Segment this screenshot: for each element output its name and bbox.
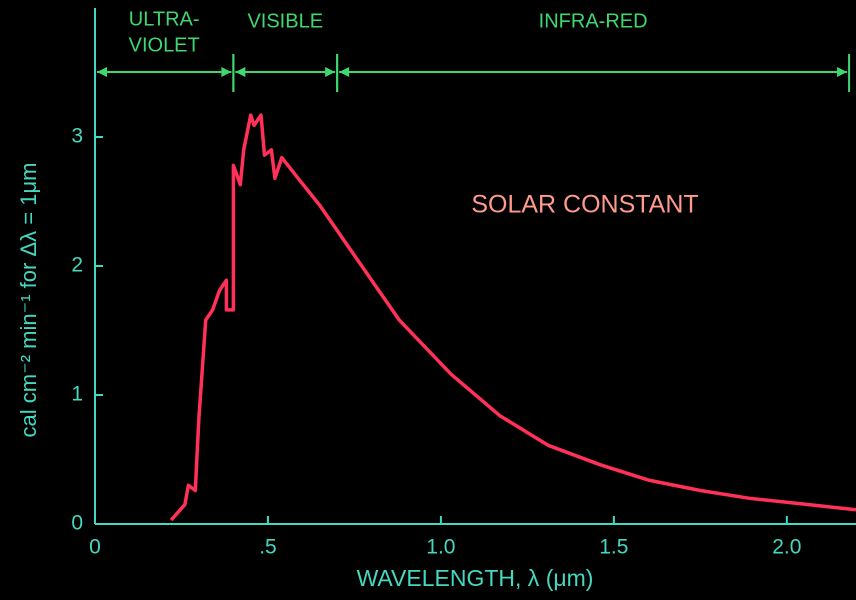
arrow-head [235,67,336,77]
spectrum-line [169,113,856,522]
y-tick-label: 1 [71,383,83,406]
x-axis-label: WAVELENGTH, λ (μm) [357,565,594,591]
y-tick-label: 3 [71,125,83,148]
x-tick-label: .5 [259,536,277,559]
region-label: VISIBLE [247,10,323,32]
y-tick-label: 2 [71,254,83,277]
y-axis-label: cal cm⁻² min⁻¹ for Δλ = 1μm [16,163,41,438]
region-label: INFRA-RED [539,10,648,32]
region-label: ULTRA- [129,8,200,30]
x-tick-label: 1.5 [599,536,628,559]
x-tick-label: 0 [89,536,101,559]
y-tick-label: 0 [71,512,83,535]
x-tick-label: 1.0 [426,536,455,559]
x-tick-label: 2.0 [772,536,801,559]
annotation: SOLAR CONSTANT [471,191,698,219]
region-label: VIOLET [129,34,200,56]
